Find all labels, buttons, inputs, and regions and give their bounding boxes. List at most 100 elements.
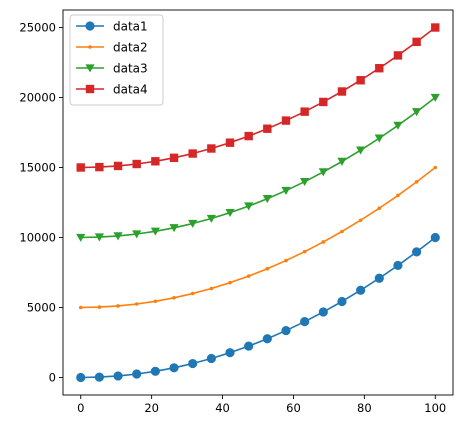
- data-point-data1: [94, 372, 104, 382]
- data-point-data4: [207, 144, 216, 153]
- data-point-data3: [374, 134, 384, 143]
- legend-entry-data3: data3: [76, 61, 148, 75]
- data-point-data2: [78, 305, 83, 310]
- data-point-data1: [132, 369, 142, 379]
- data-point-data3: [430, 93, 440, 102]
- y-tick-label: 10000: [19, 231, 56, 245]
- legend-entry-data4: data4: [76, 82, 148, 96]
- data-point-data4: [169, 153, 179, 163]
- axes-frame: [62, 9, 454, 396]
- data-point-data2: [246, 274, 251, 278]
- x-tick-label: 60: [286, 401, 301, 415]
- data-point-data3: [225, 208, 235, 218]
- data-point-data2: [228, 280, 232, 285]
- data-point-data3: [150, 227, 160, 236]
- legend-label: data2: [113, 40, 148, 54]
- data-point-data1: [262, 334, 272, 344]
- data-point-data3: [337, 157, 347, 166]
- series-line-data3: [80, 96, 436, 239]
- data-point-data2: [134, 302, 139, 306]
- data-point-data4: [225, 138, 235, 147]
- data-point-data1: [430, 232, 440, 243]
- data-point-data2: [321, 240, 326, 244]
- x-tick-label: 0: [77, 401, 84, 415]
- data-point-data4: [337, 87, 347, 96]
- data-point-data4: [132, 159, 141, 169]
- data-point-data1: [374, 273, 384, 283]
- data-point-data3: [281, 186, 291, 195]
- x-tick-label: 20: [144, 401, 159, 415]
- data-point-data2: [265, 266, 270, 271]
- data-point-data3: [132, 230, 142, 239]
- plot-area: [76, 23, 440, 383]
- legend-marker: [85, 84, 95, 94]
- data-point-data4: [113, 161, 123, 171]
- data-point-data2: [358, 218, 363, 223]
- legend-label: data3: [113, 61, 148, 75]
- data-point-data3: [94, 233, 104, 242]
- data-point-data1: [169, 363, 179, 373]
- data-point-data1: [300, 317, 310, 327]
- data-point-data1: [113, 371, 123, 381]
- data-point-data3: [356, 146, 366, 155]
- data-point-data1: [188, 358, 198, 369]
- data-point-data3: [169, 224, 179, 233]
- data-point-data2: [433, 165, 438, 170]
- data-point-data2: [396, 193, 400, 198]
- series-data2: [78, 165, 438, 310]
- data-point-data4: [393, 51, 403, 60]
- data-point-data1: [393, 260, 403, 271]
- x-tick-label: 80: [357, 401, 372, 415]
- data-point-data4: [95, 162, 104, 172]
- data-point-data1: [281, 325, 291, 336]
- data-point-data1: [76, 372, 86, 383]
- data-point-data2: [97, 305, 102, 309]
- x-tick-label: 100: [424, 401, 446, 415]
- data-point-data1: [244, 341, 254, 351]
- data-point-data4: [244, 131, 253, 141]
- data-point-data2: [116, 304, 120, 308]
- series-data1: [76, 232, 440, 383]
- data-point-data3: [262, 195, 272, 204]
- series-line-data2: [80, 166, 436, 309]
- data-point-data3: [300, 177, 310, 187]
- data-point-data2: [153, 299, 158, 304]
- data-point-data4: [281, 116, 291, 125]
- data-point-data2: [340, 229, 344, 234]
- data-point-data1: [225, 348, 235, 358]
- data-point-data4: [431, 23, 440, 32]
- data-point-data2: [190, 291, 195, 296]
- data-point-data2: [284, 258, 288, 263]
- data-point-data4: [412, 37, 421, 47]
- data-point-data1: [318, 307, 328, 317]
- y-tick-label: 5000: [27, 301, 56, 315]
- legend-marker: [85, 64, 95, 73]
- y-tick-label: 25000: [19, 21, 56, 35]
- data-point-data4: [76, 163, 85, 172]
- data-point-data4: [356, 76, 365, 85]
- x-tick-label: 40: [215, 401, 230, 415]
- legend-label: data1: [113, 19, 148, 33]
- data-point-data4: [188, 149, 197, 158]
- data-point-data3: [206, 214, 216, 223]
- series-data4: [76, 23, 440, 172]
- data-point-data4: [263, 124, 272, 133]
- legend-entry-data1: data1: [76, 19, 148, 33]
- data-point-data2: [172, 296, 176, 300]
- data-point-data2: [209, 286, 214, 291]
- legend-marker: [88, 45, 92, 49]
- legend-marker: [85, 21, 95, 31]
- data-point-data3: [76, 233, 86, 242]
- data-point-data4: [375, 64, 384, 73]
- data-point-data1: [150, 366, 160, 376]
- data-point-data2: [414, 180, 419, 184]
- data-point-data3: [188, 219, 198, 228]
- legend-entry-data2: data2: [76, 40, 148, 54]
- data-point-data3: [244, 202, 254, 211]
- series-data3: [76, 93, 440, 242]
- legend-label: data4: [113, 82, 148, 96]
- y-tick-label: 0: [49, 371, 56, 385]
- data-point-data4: [319, 97, 328, 107]
- data-point-data4: [151, 157, 160, 166]
